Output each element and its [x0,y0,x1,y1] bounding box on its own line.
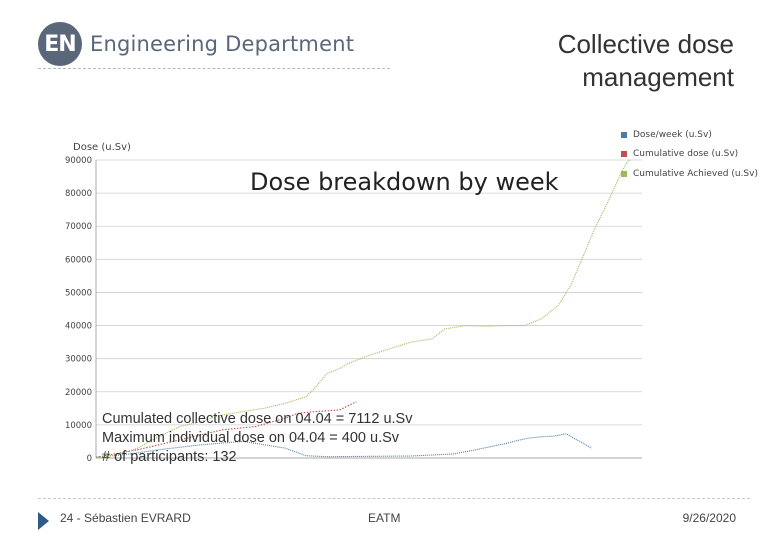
note-cumulated-dose: Cumulated collective dose on 04.04 = 711… [102,411,413,427]
y-axis-label: Dose (u.Sv) [73,142,131,153]
footer-date: 9/26/2020 [682,511,736,525]
y-tick-label: 0 [87,454,92,464]
y-tick-label: 40000 [65,322,92,332]
legend-item-cumulative-dose: Cumulative dose (u.Sv) [621,145,758,165]
chart-title: Dose breakdown by week [250,168,559,196]
footer-event: EATM [368,511,401,525]
en-logo-badge: EN [38,22,82,66]
department-name: Engineering Department [90,32,355,56]
chart-legend: Dose/week (u.Sv) Cumulative dose (u.Sv) … [621,125,758,184]
legend-label-cumulative-achieved: Cumulative Achieved (u.Sv) [633,168,758,179]
y-tick-label: 30000 [65,355,92,365]
footer-divider [38,498,750,499]
y-tick-label: 20000 [65,388,92,398]
legend-label-cumulative-dose: Cumulative dose (u.Sv) [633,149,739,160]
legend-swatch-cumulative-dose [621,151,627,158]
legend-label-dose-week: Dose/week (u.Sv) [633,129,712,140]
series-line-cumulative-dose [95,401,357,458]
series-line-dose-week [95,433,592,458]
footer-arrow-icon [38,512,49,530]
note-participants: # of participants: 132 [102,449,237,465]
footer-page-author: 24 - Sébastien EVRARD [60,511,191,525]
y-tick-label: 70000 [65,222,92,232]
slide-title-line-1: Collective dose [557,29,734,59]
y-tick-label: 60000 [65,255,92,265]
legend-swatch-dose-week [621,131,627,138]
legend-item-cumulative-achieved: Cumulative Achieved (u.Sv) [621,164,758,184]
en-logo: EN Engineering Department [38,22,354,66]
slide-title-line-2: management [582,62,734,92]
y-tick-label: 80000 [65,189,92,199]
note-max-individual-dose: Maximum individual dose on 04.04 = 400 u… [102,430,400,446]
legend-item-dose-week: Dose/week (u.Sv) [621,125,758,145]
slide-title: Collective dose management [474,28,734,94]
series-line-cumulative-achieved [95,159,630,459]
legend-swatch-cumulative-achieved [621,170,627,177]
y-tick-label: 50000 [65,288,92,298]
header-divider [38,68,390,69]
y-tick-label: 10000 [65,421,92,431]
dose-notes: Cumulated collective dose on 04.04 = 711… [102,410,412,467]
y-tick-label: 90000 [65,156,92,166]
